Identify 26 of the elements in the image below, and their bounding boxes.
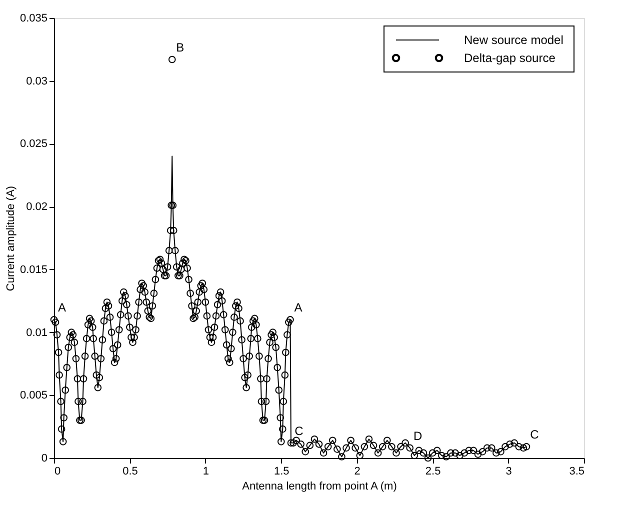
annotation: A (58, 300, 66, 315)
x-tick-label: 1 (202, 466, 209, 478)
annotation: C (294, 424, 304, 438)
x-axis-title: Antenna length from point A (m) (242, 480, 397, 492)
y-axis-title: Current amplitude (A) (4, 186, 17, 292)
y-tick-label: 0.03 (26, 75, 48, 88)
y-tick-label: 0.025 (20, 138, 48, 150)
y-tick-label: 0 (41, 452, 48, 464)
annotation: A (294, 300, 302, 315)
y-tick-label: 0.005 (20, 390, 48, 402)
x-tick-label: 0 (54, 466, 61, 478)
y-tick-label: 0.015 (20, 264, 48, 276)
x-tick-label: 3.5 (569, 466, 584, 478)
y-tick-label: 0.035 (20, 12, 48, 24)
x-tick-label: 1.5 (274, 466, 290, 478)
y-tick-label: 0.01 (26, 326, 48, 339)
x-tick-label: 2.5 (425, 466, 441, 478)
annotation: C (530, 428, 540, 442)
annotation: D (414, 428, 423, 443)
x-tick-label: 2 (354, 466, 360, 478)
x-tick-label: 0.5 (122, 466, 138, 478)
y-tick-label: 0.02 (26, 201, 48, 214)
annotation: B (176, 40, 184, 54)
x-tick-label: 3 (506, 466, 512, 478)
legend-label: New source model (464, 33, 564, 47)
legend-label: Delta-gap source (464, 51, 556, 65)
